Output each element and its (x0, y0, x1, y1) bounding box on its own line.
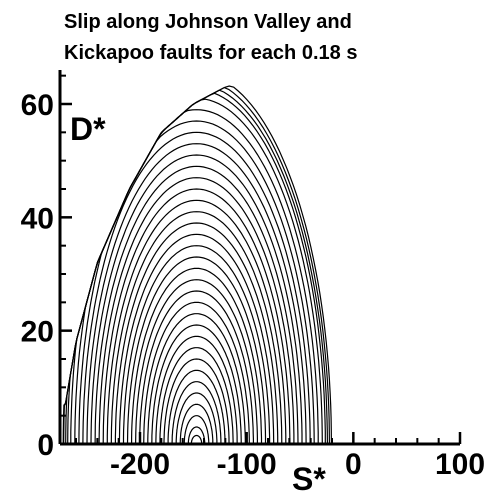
y-tick-label-0: 0 (37, 429, 54, 462)
contour-line-7 (167, 369, 226, 444)
contour-line-8 (163, 358, 230, 445)
contour-line-13 (143, 301, 250, 445)
contour-line-25 (94, 165, 299, 445)
contour-line-9 (159, 347, 234, 445)
contour-line-23 (102, 188, 291, 445)
contour-line-31 (70, 98, 323, 445)
contour-line-16 (131, 267, 263, 444)
chart-title-line-2: Kickapoo faults for each 0.18 s (64, 42, 357, 64)
contour-line-17 (126, 256, 267, 445)
contour-line-10 (155, 335, 238, 445)
axis-tick-labels: -200 -100 0 100 0 20 40 60 (21, 89, 485, 481)
contour-line-14 (139, 290, 254, 444)
contour-line-15 (135, 279, 258, 445)
y-tick-label-2: 40 (21, 202, 54, 235)
contour-line-5 (175, 392, 218, 444)
contour-line-2 (187, 426, 206, 444)
contour-line-28 (82, 131, 311, 445)
contour-line-19 (118, 233, 275, 445)
contour-line-24 (98, 177, 295, 445)
x-tick-label-0: -200 (110, 448, 170, 481)
axis-ticks (60, 74, 462, 446)
contour-line-12 (147, 313, 246, 444)
contour-line-30 (74, 109, 319, 445)
x-tick-label-1: -100 (217, 448, 277, 481)
contour-line-35 (62, 85, 332, 445)
y-axis-label: D* (70, 111, 106, 147)
contour-line-1 (190, 434, 203, 444)
x-tick-label-3: 100 (435, 448, 485, 481)
contour-line-4 (179, 403, 214, 445)
contour-line-20 (114, 222, 279, 444)
x-axis-label: S* (292, 461, 326, 494)
contour-line-11 (151, 324, 242, 445)
chart-title-line-1: Slip along Johnson Valley and (64, 11, 352, 33)
contour-line-3 (183, 415, 210, 444)
contour-line-22 (106, 199, 287, 444)
y-tick-label-1: 20 (21, 316, 54, 349)
contour-line-26 (90, 154, 303, 445)
contour-line-27 (86, 143, 307, 445)
contour-line-18 (122, 245, 271, 444)
contour-lines (62, 85, 332, 445)
contour-line-21 (110, 211, 283, 445)
contour-line-29 (78, 120, 315, 445)
x-tick-label-2: 0 (345, 448, 362, 481)
y-tick-label-3: 60 (21, 89, 54, 122)
contour-line-6 (171, 381, 222, 445)
